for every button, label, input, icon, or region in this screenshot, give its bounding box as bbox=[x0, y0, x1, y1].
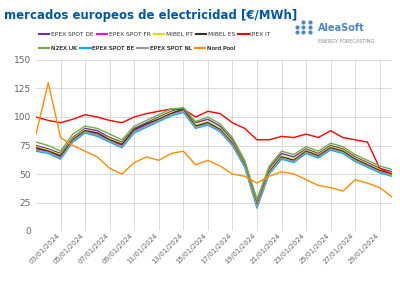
Text: mercados europeos de electricidad [€/MWh]: mercados europeos de electricidad [€/MWh… bbox=[4, 9, 297, 22]
Legend: N2EX UK, EPEX SPOT BE, EPEX SPOT NL, Nord Pool: N2EX UK, EPEX SPOT BE, EPEX SPOT NL, Nor… bbox=[39, 46, 235, 51]
Text: ENERGY FORECASTING: ENERGY FORECASTING bbox=[318, 39, 374, 44]
Text: AleaSoft: AleaSoft bbox=[318, 23, 365, 33]
